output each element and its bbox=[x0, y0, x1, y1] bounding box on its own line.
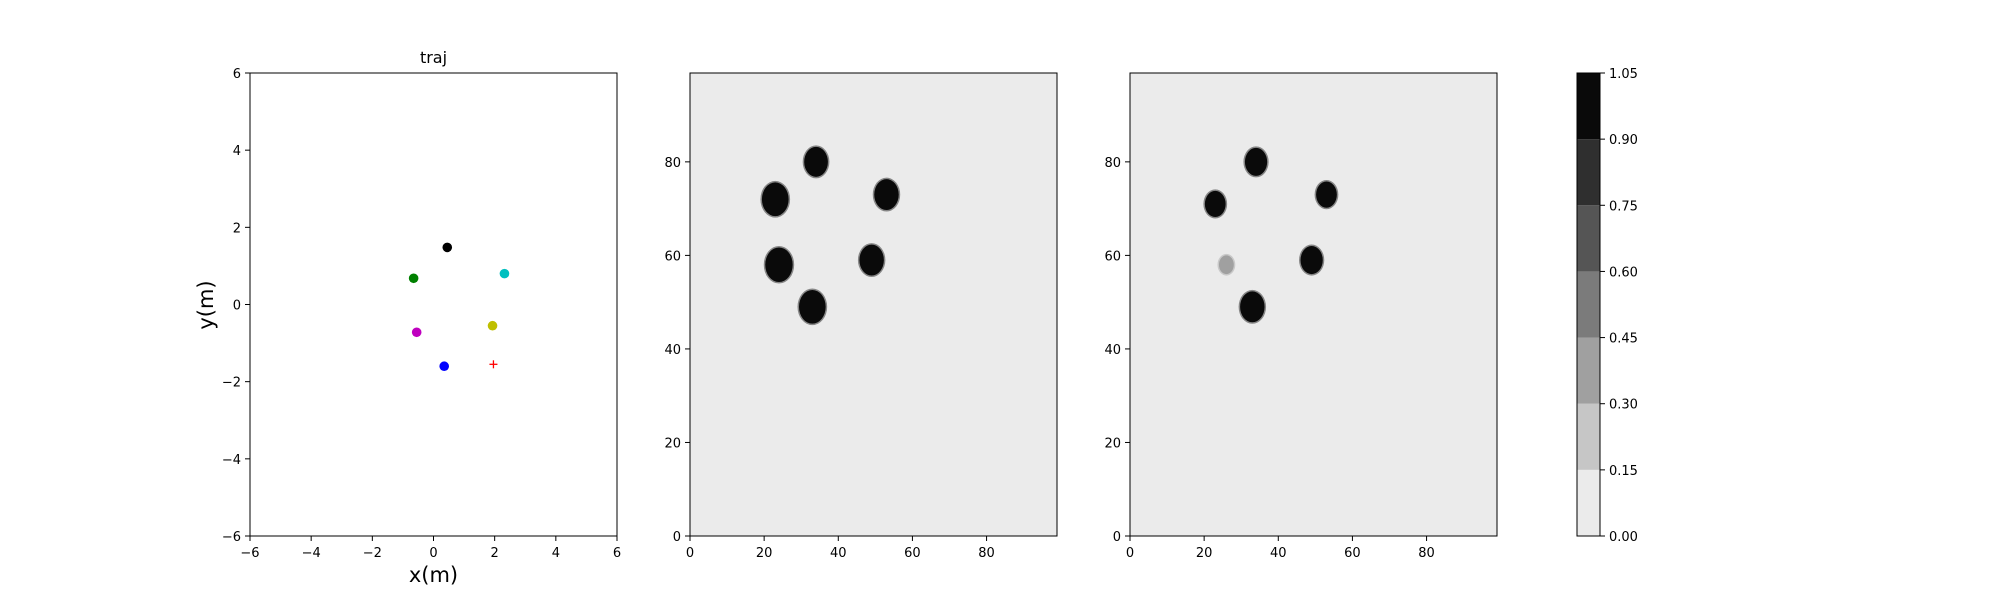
y-tick-label: 80 bbox=[664, 156, 681, 171]
plot-area bbox=[249, 72, 618, 537]
colorbar-tick-label: 0.15 bbox=[1609, 464, 1638, 479]
colorbar-bands bbox=[1577, 73, 1600, 536]
chart-title: traj bbox=[420, 48, 447, 67]
plot-frame bbox=[1129, 72, 1498, 537]
y-tick-label: 40 bbox=[664, 343, 681, 358]
y-tick-label: 0 bbox=[1113, 530, 1121, 545]
y-tick-label: 80 bbox=[1104, 156, 1121, 171]
colorbar-tick-label: 0.30 bbox=[1609, 398, 1638, 413]
x-ticks: 0 20 40 60 80 bbox=[686, 536, 995, 561]
x-tick-label: 60 bbox=[904, 546, 921, 561]
y-tick-label: 60 bbox=[1104, 249, 1121, 264]
data-points bbox=[408, 242, 510, 372]
y-tick-label: 20 bbox=[664, 436, 681, 451]
colorbar-band bbox=[1577, 271, 1600, 338]
colorbar-tick-label: 0.75 bbox=[1609, 199, 1638, 214]
x-tick-label: 20 bbox=[1196, 546, 1213, 561]
y-axis-label: y(m) bbox=[194, 280, 218, 329]
colorbar-band bbox=[1577, 337, 1600, 404]
x-tick-label: 2 bbox=[491, 546, 499, 561]
heatmap-blob bbox=[804, 146, 828, 177]
colorbar-tick-label: 0.00 bbox=[1609, 530, 1638, 545]
y-tick-label: 40 bbox=[1104, 343, 1121, 358]
x-tick-label: 0 bbox=[686, 546, 694, 561]
y-tick-label: −6 bbox=[222, 530, 241, 545]
y-ticks: −6 −4 −2 0 2 4 6 bbox=[222, 67, 250, 545]
x-ticks: −6 −4 −2 0 2 4 6 bbox=[240, 536, 621, 561]
heatmap-blob bbox=[1300, 246, 1323, 275]
plot-frame bbox=[689, 72, 1058, 537]
data-point-plus bbox=[489, 360, 498, 369]
x-tick-label: 80 bbox=[978, 546, 995, 561]
x-ticks: 0 20 40 60 80 bbox=[1126, 536, 1435, 561]
x-tick-label: −6 bbox=[240, 546, 259, 561]
x-tick-label: 20 bbox=[756, 546, 773, 561]
heatmap-blob bbox=[765, 247, 793, 283]
y-tick-label: 0 bbox=[233, 299, 241, 314]
y-tick-label: −4 bbox=[222, 453, 241, 468]
x-axis-label: x(m) bbox=[409, 563, 458, 587]
data-point bbox=[439, 361, 450, 372]
x-tick-label: 0 bbox=[1126, 546, 1134, 561]
heatmap-blob bbox=[1204, 190, 1226, 218]
heatmap-blob bbox=[1244, 147, 1268, 176]
colorbar-tick-label: 0.90 bbox=[1609, 133, 1638, 148]
y-ticks: 0 20 40 60 80 bbox=[1104, 156, 1130, 545]
colorbar-frame bbox=[1576, 72, 1601, 537]
colorbar-band bbox=[1577, 205, 1600, 272]
heatmap-blob bbox=[798, 290, 826, 324]
x-tick-label: 40 bbox=[1270, 546, 1287, 561]
heatmap-panel-2: 0 20 40 60 80 0 20 40 60 80 bbox=[1104, 72, 1498, 561]
colorbar-band bbox=[1577, 73, 1600, 140]
data-point bbox=[487, 320, 498, 331]
y-ticks: 0 20 40 60 80 bbox=[664, 156, 690, 545]
y-tick-label: 6 bbox=[233, 67, 241, 82]
heatmap-blob bbox=[761, 182, 789, 217]
colorbar-ticks: 0.00 0.15 0.30 0.45 0.60 0.75 0.90 1.05 bbox=[1600, 67, 1638, 545]
colorbar: 0.00 0.15 0.30 0.45 0.60 0.75 0.90 1.05 bbox=[1576, 67, 1638, 545]
x-tick-label: 4 bbox=[552, 546, 560, 561]
data-point bbox=[442, 242, 453, 253]
data-point bbox=[408, 273, 419, 284]
heatmap-blobs bbox=[1203, 146, 1339, 324]
colorbar-tick-label: 0.45 bbox=[1609, 332, 1638, 347]
x-tick-label: −4 bbox=[302, 546, 321, 561]
colorbar-tick-label: 1.05 bbox=[1609, 67, 1638, 82]
heatmap-background bbox=[1130, 73, 1497, 536]
y-tick-label: 20 bbox=[1104, 436, 1121, 451]
heatmap-blob bbox=[1218, 255, 1234, 275]
heatmap-background bbox=[690, 73, 1057, 536]
heatmap-blob bbox=[1240, 291, 1265, 323]
x-tick-label: 80 bbox=[1418, 546, 1435, 561]
y-tick-label: 4 bbox=[233, 144, 241, 159]
traj-panel: traj −6 −4 −2 0 2 4 6 −6 −4 −2 0 2 4 6 x(m) y(m) bbox=[194, 48, 621, 587]
data-point bbox=[411, 327, 422, 338]
x-tick-label: 0 bbox=[429, 546, 437, 561]
colorbar-tick-label: 0.60 bbox=[1609, 265, 1638, 280]
y-tick-label: 60 bbox=[664, 249, 681, 264]
x-tick-label: −2 bbox=[363, 546, 382, 561]
heatmap-blob bbox=[859, 244, 884, 276]
y-tick-label: 2 bbox=[233, 221, 241, 236]
x-tick-label: 6 bbox=[613, 546, 621, 561]
x-tick-label: 60 bbox=[1344, 546, 1361, 561]
data-point bbox=[499, 268, 510, 279]
x-tick-label: 40 bbox=[830, 546, 847, 561]
heatmap-blob bbox=[1316, 181, 1337, 208]
y-tick-label: −2 bbox=[222, 376, 241, 391]
colorbar-band bbox=[1577, 139, 1600, 206]
colorbar-band bbox=[1577, 403, 1600, 470]
y-tick-label: 0 bbox=[673, 530, 681, 545]
heatmap-blob bbox=[874, 179, 899, 211]
heatmap-blobs bbox=[760, 145, 901, 326]
colorbar-band bbox=[1577, 469, 1600, 536]
heatmap-panel-1: 0 20 40 60 80 0 20 40 60 80 bbox=[664, 72, 1058, 561]
